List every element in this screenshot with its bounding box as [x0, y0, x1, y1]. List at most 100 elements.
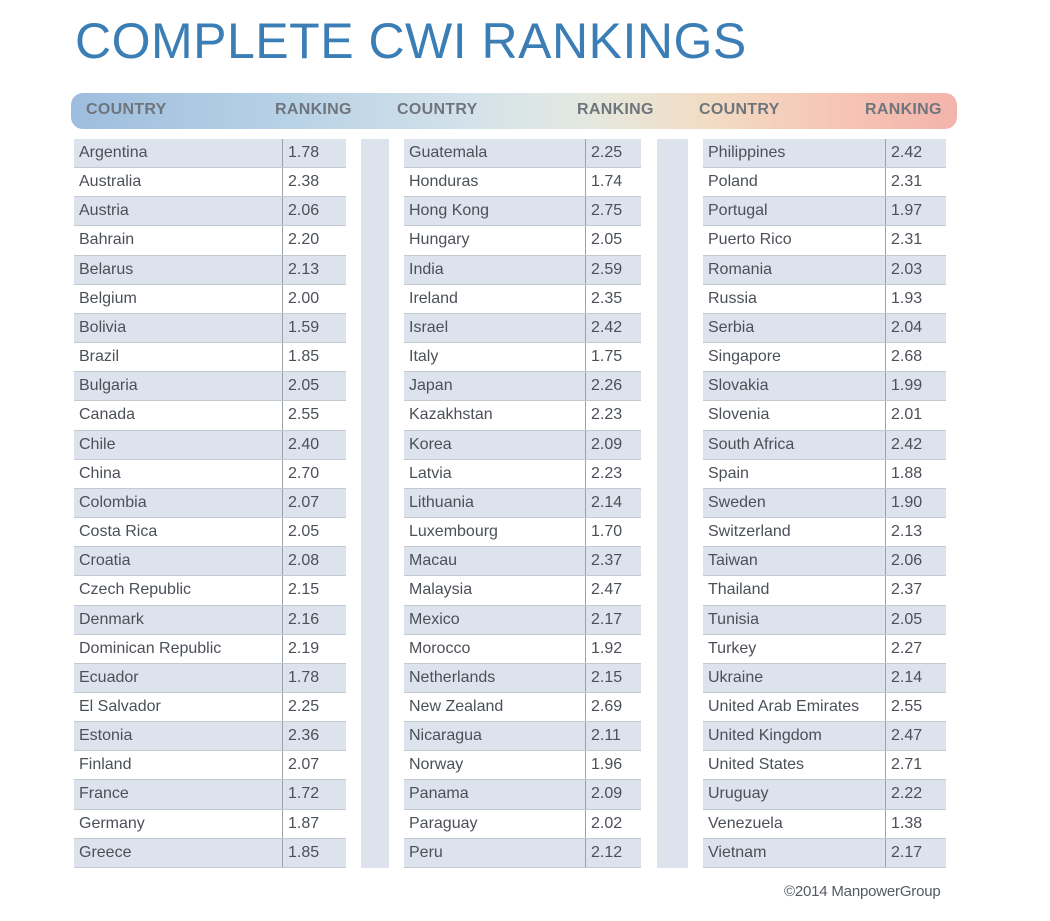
ranking-header-1: RANKING: [275, 101, 352, 118]
ranking-value: 2.09: [591, 435, 623, 453]
ranking-value: 2.47: [891, 727, 923, 745]
country-name: Panama: [404, 780, 586, 809]
country-name: Sweden: [703, 488, 886, 518]
country-name: Ecuador: [74, 663, 283, 692]
rankings-table-3: Philippines 2.42 Poland 2.31 Portugal 1.97 Pue…: [703, 139, 946, 868]
table-row: Singapore 2.68: [703, 343, 946, 373]
ranking-value: 2.07: [288, 756, 320, 774]
country-name: Hungary: [404, 226, 586, 255]
table-row: Portugal 1.97: [703, 197, 946, 227]
ranking-value: 1.99: [891, 377, 923, 395]
ranking-value: 1.75: [591, 348, 623, 366]
country-name: Denmark: [74, 605, 283, 634]
country-header-2: COUNTRY: [397, 101, 478, 118]
column-separator-2: [657, 139, 688, 868]
table-row: India 2.59: [404, 255, 641, 285]
country-name: Canada: [74, 401, 283, 430]
country-name: Belarus: [74, 255, 283, 284]
ranking-value: 2.31: [891, 231, 923, 249]
country-name: Taiwan: [703, 547, 886, 576]
ranking-value: 2.25: [288, 697, 320, 715]
table-row: Denmark 2.16: [74, 605, 346, 635]
ranking-value: 1.70: [591, 523, 623, 541]
table-row: Guatemala 2.25: [404, 139, 641, 169]
ranking-value: 2.40: [288, 435, 320, 453]
country-name: Switzerland: [703, 518, 886, 547]
country-name: France: [74, 780, 283, 809]
country-name: Netherlands: [404, 663, 586, 692]
country-name: Morocco: [404, 634, 586, 663]
ranking-value: 2.23: [591, 406, 623, 424]
table-row: Korea 2.09: [404, 430, 641, 460]
ranking-value: 1.87: [288, 814, 320, 832]
country-name: Guatemala: [404, 139, 586, 168]
table-row: Canada 2.55: [74, 401, 346, 431]
country-name: Puerto Rico: [703, 226, 886, 255]
table-row: Australia 2.38: [74, 168, 346, 198]
ranking-value: 1.38: [891, 814, 923, 832]
country-name: Chile: [74, 430, 283, 459]
page-title: COMPLETE CWI RANKINGS: [75, 13, 747, 69]
table-row: United Kingdom 2.47: [703, 722, 946, 752]
table-row: Bulgaria 2.05: [74, 372, 346, 402]
table-row: Nicaragua 2.11: [404, 722, 641, 752]
table-row: Puerto Rico 2.31: [703, 226, 946, 256]
ranking-value: 2.71: [891, 756, 923, 774]
ranking-value: 2.17: [591, 610, 623, 628]
table-row: Luxembourg 1.70: [404, 518, 641, 548]
table-row: Greece 1.85: [74, 838, 346, 868]
table-row: Japan 2.26: [404, 372, 641, 402]
country-name: Tunisia: [703, 605, 886, 634]
country-name: Paraguay: [404, 809, 586, 838]
ranking-value: 2.15: [288, 581, 320, 599]
country-name: Norway: [404, 751, 586, 780]
country-name: Vietnam: [703, 838, 886, 867]
table-row: Spain 1.88: [703, 459, 946, 489]
ranking-value: 2.15: [591, 668, 623, 686]
country-name: Estonia: [74, 722, 283, 751]
ranking-value: 2.13: [288, 260, 320, 278]
column-separator-1: [361, 139, 389, 868]
table-row: Russia 1.93: [703, 284, 946, 314]
ranking-value: 2.31: [891, 173, 923, 191]
ranking-value: 1.74: [591, 173, 623, 191]
country-name: United Kingdom: [703, 722, 886, 751]
country-name: Brazil: [74, 343, 283, 372]
table-row: Turkey 2.27: [703, 634, 946, 664]
ranking-value: 2.19: [288, 639, 320, 657]
country-name: South Africa: [703, 430, 886, 459]
country-name: Bulgaria: [74, 372, 283, 401]
country-name: Serbia: [703, 313, 886, 343]
country-name: Hong Kong: [404, 197, 586, 226]
table-row: China 2.70: [74, 459, 346, 489]
ranking-header-2: RANKING: [577, 101, 654, 118]
country-name: Finland: [74, 751, 283, 780]
ranking-value: 1.85: [288, 348, 320, 366]
ranking-value: 1.78: [288, 144, 320, 161]
ranking-value: 2.70: [288, 464, 320, 482]
country-name: Poland: [703, 168, 886, 197]
country-name: Germany: [74, 809, 283, 838]
table-row: Serbia 2.04: [703, 313, 946, 344]
country-name: Colombia: [74, 488, 283, 518]
table-row: Finland 2.07: [74, 751, 346, 781]
ranking-value: 2.07: [288, 493, 320, 511]
ranking-value: 1.59: [288, 318, 320, 336]
ranking-value: 2.23: [591, 464, 623, 482]
ranking-value: 2.05: [891, 610, 923, 628]
country-name: El Salvador: [74, 692, 283, 722]
country-name: Belgium: [74, 284, 283, 313]
ranking-value: 2.08: [288, 552, 320, 570]
ranking-value: 1.88: [891, 464, 923, 482]
country-name: Croatia: [74, 547, 283, 576]
country-name: Latvia: [404, 459, 586, 488]
ranking-value: 2.55: [288, 406, 320, 424]
country-name: Romania: [703, 255, 886, 284]
ranking-value: 1.90: [891, 493, 923, 511]
ranking-value: 2.42: [891, 435, 923, 453]
table-row: Honduras 1.74: [404, 168, 641, 198]
table-row: Poland 2.31: [703, 168, 946, 198]
country-name: Philippines: [703, 139, 886, 168]
country-name: Mexico: [404, 605, 586, 634]
table-row: Taiwan 2.06: [703, 547, 946, 577]
